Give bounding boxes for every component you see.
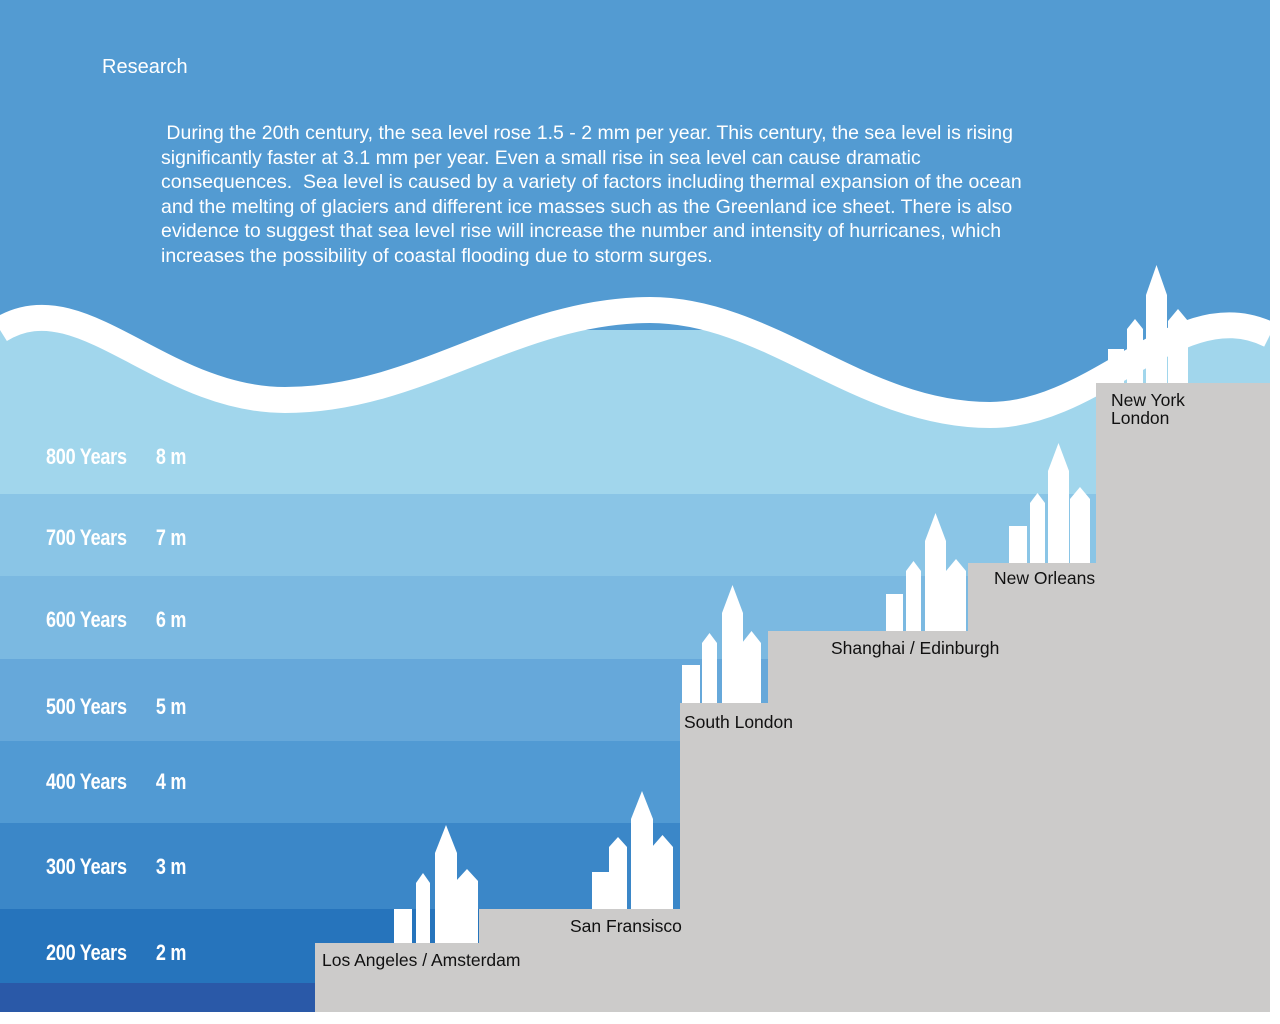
skyline-la-building-2 (416, 873, 430, 943)
skyline-ny-building-4 (1168, 309, 1188, 383)
skyline-la-building-1 (394, 909, 412, 943)
research-heading: Research (102, 56, 188, 78)
skyline-sf-building-4 (652, 835, 673, 909)
skyline-sl-building-2 (702, 633, 717, 703)
years-label: 300 Years (46, 854, 127, 879)
rise-label: 6 m (155, 607, 187, 632)
years-label: 700 Years (46, 525, 127, 550)
skyline-ny-building-3 (1146, 265, 1167, 383)
level-label-200: 200 Years 2 m (46, 940, 186, 966)
rise-label: 8 m (155, 444, 187, 469)
rise-label: 3 m (155, 854, 187, 879)
skyline-sh-building-1 (886, 594, 903, 631)
skyline-no-building-1 (1009, 526, 1027, 563)
level-label-500: 500 Years 5 m (46, 694, 186, 720)
years-label: 600 Years (46, 607, 127, 632)
rise-label: 7 m (155, 525, 187, 550)
years-label: 200 Years (46, 940, 127, 965)
city-label-san-fransisco: San Fransisco (570, 916, 682, 936)
city-label-shanghai-edinburgh: Shanghai / Edinburgh (831, 638, 1000, 658)
years-label: 500 Years (46, 694, 127, 719)
level-label-600: 600 Years 6 m (46, 607, 186, 633)
level-label-800: 800 Years 8 m (46, 444, 186, 470)
skyline-no-building-4 (1070, 487, 1090, 563)
skyline-la-building-4 (456, 869, 478, 943)
skyline-sf-building-2 (609, 837, 627, 909)
skyline-no-building-3 (1048, 443, 1069, 563)
city-label-new-york-london: New York London (1111, 390, 1185, 428)
skyline-sf-building-1 (592, 872, 610, 909)
skyline-sl-building-4 (742, 631, 761, 703)
skyline-sl-building-1 (682, 665, 700, 703)
wave-top-sky (0, 0, 1270, 415)
level-label-400: 400 Years 4 m (46, 769, 186, 795)
rise-label: 4 m (155, 769, 187, 794)
level-label-300: 300 Years 3 m (46, 854, 186, 880)
skyline-la-building-3 (435, 825, 457, 943)
skylines (394, 265, 1188, 943)
rise-label: 5 m (155, 694, 187, 719)
land-staircase (315, 383, 1270, 1012)
city-label-los-angeles-amsterdam: Los Angeles / Amsterdam (322, 950, 521, 970)
intro-paragraph: During the 20th century, the sea level r… (161, 122, 1028, 267)
skyline-no-building-2 (1030, 493, 1045, 563)
skyline-sh-building-2 (906, 561, 921, 631)
years-label: 400 Years (46, 769, 127, 794)
skyline-ny-building-1 (1108, 349, 1124, 383)
skyline-sf-building-3 (631, 791, 653, 909)
city-label-new-orleans: New Orleans (994, 568, 1096, 588)
wave-crest (0, 296, 1270, 429)
skyline-sh-building-4 (946, 559, 966, 631)
level-label-700: 700 Years 7 m (46, 525, 186, 551)
skyline-ny-building-2 (1127, 319, 1143, 383)
rise-label: 2 m (155, 940, 187, 965)
years-label: 800 Years (46, 444, 127, 469)
skyline-sh-building-3 (925, 513, 946, 631)
city-label-south-london: South London (684, 712, 793, 732)
skyline-sl-building-3 (722, 585, 743, 703)
